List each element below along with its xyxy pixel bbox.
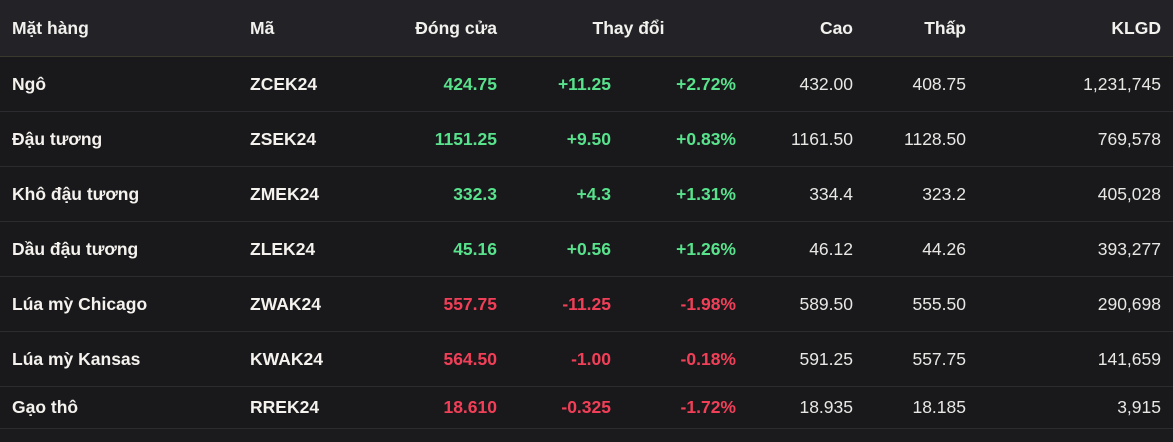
cell-change: -11.25: [562, 293, 611, 314]
column-header-volume: KLGD: [1111, 17, 1161, 38]
column-header-high: Cao: [819, 17, 853, 38]
cell-name: Gạo thô: [12, 397, 79, 417]
cell-volume: 1,231,745: [1083, 73, 1161, 94]
cell-volume: 405,028: [1097, 183, 1161, 204]
cell-name: Lúa mỳ Kansas: [12, 348, 141, 369]
table-row[interactable]: Dầu đậu tương ZLEK24 45.16 +0.56 +1.26% …: [0, 222, 1173, 277]
cell-code: ZLEK24: [250, 238, 316, 259]
table-body: Ngô ZCEK24 424.75 +11.25 +2.72% 432.00 4…: [0, 57, 1173, 429]
table-row[interactable]: Lúa mỳ Kansas KWAK24 564.50 -1.00 -0.18%…: [0, 332, 1173, 387]
table-row[interactable]: Gạo thô RREK24 18.610 -0.325 -1.72% 18.9…: [0, 387, 1173, 429]
cell-change: -1.00: [571, 348, 611, 369]
cell-high: 18.935: [799, 397, 853, 417]
cell-name: Ngô: [12, 73, 47, 94]
table-row[interactable]: Ngô ZCEK24 424.75 +11.25 +2.72% 432.00 4…: [0, 57, 1173, 112]
cell-close: 1151.25: [434, 128, 497, 149]
cell-high: 1161.50: [791, 128, 853, 149]
cell-close: 564.50: [443, 348, 497, 369]
cell-volume: 3,915: [1117, 397, 1161, 417]
cell-change-pct: -1.72%: [680, 397, 736, 417]
cell-close: 45.16: [453, 238, 497, 259]
cell-close: 332.3: [453, 183, 497, 204]
cell-close: 557.75: [443, 293, 497, 314]
cell-volume: 141,659: [1097, 348, 1161, 369]
cell-name: Dầu đậu tương: [12, 238, 139, 259]
table-row[interactable]: Đậu tương ZSEK24 1151.25 +9.50 +0.83% 11…: [0, 112, 1173, 167]
cell-low: 44.26: [922, 238, 966, 259]
table-header-row: Mặt hàng Mã Đóng cửa Thay đổi Cao Thấp K…: [0, 0, 1173, 57]
cell-high: 46.12: [809, 238, 853, 259]
table-row[interactable]: Lúa mỳ Chicago ZWAK24 557.75 -11.25 -1.9…: [0, 277, 1173, 332]
cell-close: 18.610: [443, 397, 497, 417]
cell-change-pct: +1.26%: [676, 238, 736, 259]
cell-change-pct: +0.83%: [676, 128, 736, 149]
cell-name: Đậu tương: [12, 128, 103, 149]
column-header-close: Đóng cửa: [415, 17, 497, 38]
column-header-low: Thấp: [924, 17, 966, 38]
column-header-name: Mặt hàng: [12, 17, 89, 38]
cell-change-pct: +2.72%: [676, 73, 736, 94]
cell-high: 432.00: [799, 73, 853, 94]
cell-low: 408.75: [912, 73, 966, 94]
cell-change: +0.56: [566, 238, 611, 259]
cell-code: ZCEK24: [250, 73, 318, 94]
cell-code: ZSEK24: [250, 128, 317, 149]
cell-name: Khô đậu tương: [12, 183, 140, 204]
cell-change: -0.325: [561, 397, 611, 417]
cell-high: 334.4: [809, 183, 853, 204]
cell-change: +11.25: [557, 73, 611, 94]
cell-change-pct: -1.98%: [680, 293, 736, 314]
cell-low: 1128.50: [904, 128, 966, 149]
cell-code: KWAK24: [250, 348, 323, 369]
cell-code: ZWAK24: [250, 293, 321, 314]
cell-high: 589.50: [799, 293, 853, 314]
cell-low: 557.75: [912, 348, 966, 369]
cell-name: Lúa mỳ Chicago: [12, 293, 148, 314]
cell-volume: 769,578: [1097, 128, 1161, 149]
cell-volume: 393,277: [1097, 238, 1161, 259]
cell-code: RREK24: [250, 397, 320, 417]
table-row[interactable]: Khô đậu tương ZMEK24 332.3 +4.3 +1.31% 3…: [0, 167, 1173, 222]
column-header-change: Thay đổi: [592, 17, 665, 38]
cell-change: +9.50: [566, 128, 611, 149]
cell-low: 323.2: [922, 183, 966, 204]
cell-code: ZMEK24: [250, 183, 320, 204]
column-header-code: Mã: [250, 17, 275, 38]
cell-low: 555.50: [912, 293, 966, 314]
cell-change-pct: -0.18%: [680, 348, 736, 369]
cell-close: 424.75: [443, 73, 497, 94]
table-footer-strip: [0, 429, 1173, 442]
cell-change: +4.3: [576, 183, 611, 204]
cell-volume: 290,698: [1097, 293, 1161, 314]
cell-high: 591.25: [799, 348, 853, 369]
cell-low: 18.185: [912, 397, 966, 417]
cell-change-pct: +1.31%: [676, 183, 736, 204]
